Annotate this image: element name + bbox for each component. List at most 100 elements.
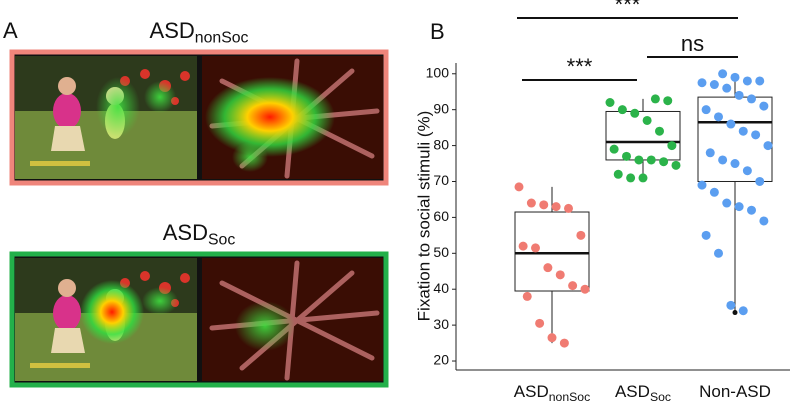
point: [622, 151, 631, 161]
point: [526, 198, 536, 208]
x-tick-label-base: Non-ASD: [699, 382, 771, 401]
point: [655, 126, 664, 136]
point: [705, 148, 715, 158]
point: [568, 281, 578, 291]
image-title-base: ASD: [163, 220, 208, 245]
point: [701, 230, 711, 240]
point: [547, 333, 557, 343]
point: [697, 180, 707, 190]
point: [609, 144, 619, 154]
point: [738, 126, 748, 136]
point: [650, 94, 660, 104]
point: [726, 119, 736, 129]
point: [730, 159, 740, 169]
point: [667, 141, 677, 151]
x-tick-label-sub: nonSoc: [549, 390, 591, 404]
outlier: [732, 310, 738, 316]
point: [659, 157, 669, 167]
significance-label: ***: [567, 54, 593, 79]
significance-label: ***: [615, 0, 641, 17]
point: [709, 187, 719, 197]
y-tick-label: 40: [433, 280, 449, 296]
panel-label: A: [3, 18, 18, 43]
point: [605, 97, 615, 107]
image-title: ASDnonSoc: [150, 18, 249, 47]
heat-blob: [96, 77, 140, 137]
heat-blob: [142, 287, 178, 315]
x-tick-label-base: ASD: [615, 382, 650, 401]
heat-blob: [232, 142, 268, 172]
point: [576, 230, 586, 240]
point: [734, 202, 744, 212]
image-title-sub: Soc: [208, 232, 235, 249]
point: [697, 78, 707, 88]
significance-label: ns: [681, 31, 704, 56]
point: [646, 155, 656, 165]
x-tick-label: ASDSoc: [615, 382, 671, 404]
point: [742, 166, 752, 176]
point: [734, 90, 744, 100]
point: [714, 112, 723, 122]
point: [755, 176, 765, 186]
box-plot: B 20 30 40 50 60 70 80 90 100 Fixation to social s…: [414, 0, 790, 404]
x-tick-label-base: ASD: [514, 382, 549, 401]
point: [755, 76, 765, 86]
y-axis-label: Fixation to social stimuli (%): [414, 111, 433, 322]
point: [763, 141, 773, 151]
heat-blob: [235, 301, 295, 351]
y-tick-label: 50: [433, 244, 449, 260]
point: [617, 105, 627, 115]
point: [630, 108, 640, 118]
point: [759, 216, 769, 226]
x-tick-label-sub: Soc: [650, 390, 671, 404]
point: [555, 270, 565, 280]
heat-blob: [205, 77, 335, 157]
image-title-base: ASD: [150, 18, 195, 43]
point: [535, 318, 545, 328]
y-tick-label: 90: [433, 100, 449, 116]
point: [514, 182, 524, 192]
x-tick-label: Non-ASD: [699, 382, 771, 401]
point: [751, 130, 761, 140]
point: [701, 105, 711, 115]
point: [638, 173, 648, 183]
point: [747, 205, 756, 215]
point: [559, 338, 569, 348]
point: [709, 80, 719, 90]
heat-blob: [80, 280, 144, 344]
point: [543, 263, 553, 273]
point: [722, 198, 732, 208]
point: [759, 101, 769, 111]
point: [551, 202, 561, 212]
point: [722, 83, 732, 93]
point: [531, 243, 540, 253]
point: [738, 306, 748, 316]
image-title: ASDSoc: [163, 220, 236, 249]
point: [642, 115, 652, 125]
y-tick-label: 100: [426, 64, 450, 80]
y-tick-label: 20: [433, 352, 449, 368]
heat-blob: [144, 81, 176, 113]
point: [634, 155, 644, 165]
y-tick-label: 70: [433, 172, 449, 188]
point: [730, 72, 740, 82]
point: [742, 76, 752, 86]
point: [671, 160, 681, 170]
y-tick-label: 30: [433, 316, 449, 332]
point: [714, 248, 723, 258]
image-title-sub: nonSoc: [195, 30, 249, 47]
y-tick-label: 80: [433, 136, 449, 152]
panel-label: B: [430, 19, 445, 44]
box: [514, 211, 590, 292]
point: [522, 291, 532, 301]
point: [726, 300, 736, 310]
point: [747, 94, 756, 104]
point: [539, 200, 549, 210]
x-tick-label: ASDnonSoc: [514, 382, 590, 404]
point: [718, 69, 728, 79]
y-tick-label: 60: [433, 208, 449, 224]
point: [718, 155, 728, 165]
point: [613, 169, 623, 179]
